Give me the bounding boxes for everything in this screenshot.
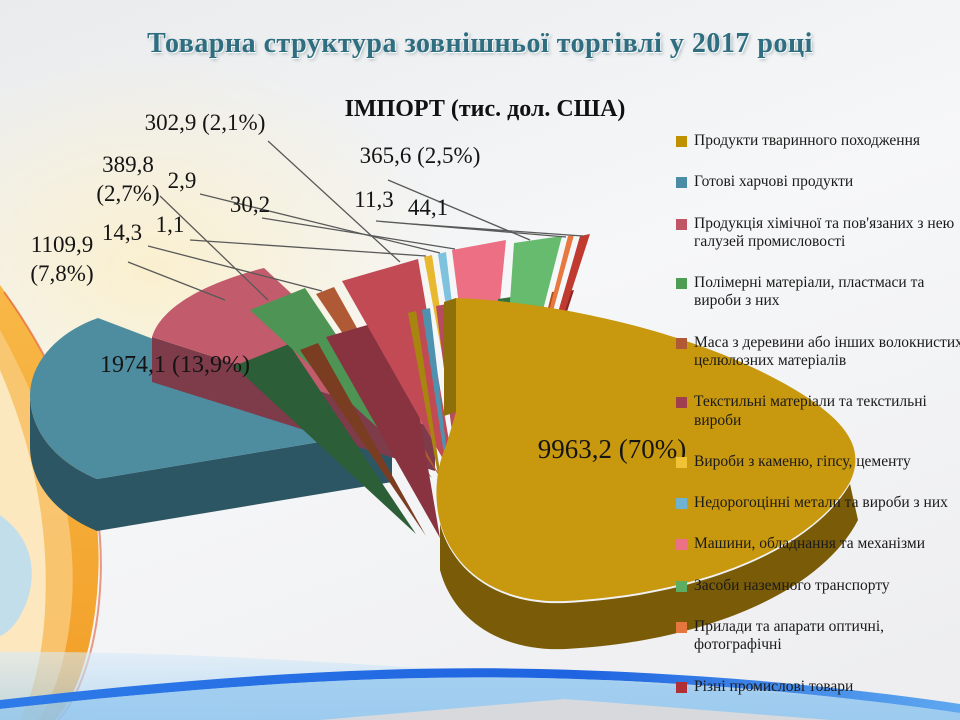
pie-slice-0-edge (444, 298, 456, 416)
label-leader-line (261, 217, 456, 250)
legend-item: Готові харчові продукти (676, 173, 960, 191)
chart-legend: Продукти тваринного походження Готові хар… (676, 132, 960, 719)
pie-data-label: 14,3 (102, 220, 142, 245)
legend-marker (676, 136, 687, 147)
pie-slice-3-side (234, 344, 416, 534)
legend-label: Машини, обладнання та механізми (694, 535, 925, 553)
legend-marker (676, 337, 687, 349)
legend-item: Маса з деревини або інших волокнистих це… (676, 334, 960, 371)
legend-label: Засоби наземного транспорту (694, 576, 890, 594)
label-leader-line (267, 140, 401, 263)
legend-item: Прилади та апарати оптичні, фотографічні (676, 618, 960, 655)
pie-data-label: 1974,1 (13,9%) (100, 352, 250, 378)
pie-data-label: 2,9 (168, 168, 197, 193)
pie-data-label: 30,2 (230, 192, 270, 217)
legend-marker (676, 456, 687, 468)
legend-label: Готові харчові продукти (694, 173, 854, 191)
pie-data-label: 389,8 (2,7%) (96, 152, 159, 206)
label-leader-line (375, 220, 567, 238)
legend-marker (676, 397, 687, 409)
gray-wedge (320, 699, 830, 720)
label-leader-line (147, 245, 323, 292)
legend-item: Недорогоцінні метали та вироби з них (676, 494, 960, 512)
pie-data-label: 44,1 (408, 195, 448, 220)
pie-data-label: 365,6 (2,5%) (360, 143, 481, 168)
slide-title: Товарна структура зовнішньої торгівлі у … (147, 28, 813, 59)
label-leader-line (199, 193, 441, 254)
pie-slice-0-wall (440, 484, 858, 650)
pie-slice-4-side (300, 343, 426, 536)
legend-item: Вироби з каменю, гіпсу, цементу (676, 453, 960, 471)
legend-item: Текстильні матеріали та текстильні вироб… (676, 393, 960, 430)
legend-label: Продукція хімічної та пов'язаних з нею г… (694, 214, 955, 250)
legend-label: Різні промислові товари (694, 677, 854, 695)
legend-item: Продукти тваринного походження (676, 132, 960, 150)
chart-title: ІМПОРТ (тис. дол. США) (344, 96, 626, 122)
legend-item: Полімерні матеріали, пластмаси та вироби… (676, 274, 960, 311)
blue-wave-stripe (0, 668, 960, 713)
pie-data-label: 1,1 (156, 212, 185, 237)
legend-marker (676, 218, 687, 230)
pie-data-label: 1109,9 (7,8%) (30, 232, 93, 286)
legend-label: Текстильні матеріали та текстильні вироб… (694, 393, 927, 429)
legend-label: Недорогоцінні метали та вироби з них (694, 494, 948, 512)
blue-wave-under (0, 677, 960, 720)
legend-item: Різні промислові товари (676, 678, 960, 696)
legend-marker (676, 539, 687, 551)
pie-slice-0-top (436, 298, 856, 602)
legend-label: Прилади та апарати оптичні, фотографічні (694, 617, 885, 654)
pie-data-label: 9963,2 (70%) (538, 434, 686, 464)
pie-data-label: 302,9 (2,1%) (145, 110, 266, 135)
legend-label: Продукти тваринного походження (694, 132, 921, 149)
legend-marker (676, 177, 687, 189)
legend-marker (676, 621, 687, 633)
pie-data-label: 11,3 (354, 187, 393, 212)
legend-marker (676, 498, 687, 510)
legend-marker (676, 580, 687, 592)
legend-item: Машини, обладнання та механізми (676, 535, 960, 553)
legend-item: Продукція хімічної та пов'язаних з нею г… (676, 215, 960, 252)
label-leader-line (189, 239, 427, 257)
legend-marker (676, 278, 687, 290)
label-leader-line (127, 261, 226, 301)
legend-item: Засоби наземного транспорту (676, 577, 960, 595)
legend-label: Маса з деревини або інших волокнистих це… (694, 333, 960, 369)
legend-label: Полімерні матеріали, пластмаси та вироби… (694, 274, 925, 310)
label-leader-line (411, 223, 584, 237)
blue-patch (0, 515, 32, 636)
legend-marker (676, 681, 687, 693)
pie-slice-1-wall (30, 396, 392, 531)
legend-label: Вироби з каменю, гіпсу, цементу (694, 452, 911, 470)
label-leader-line (159, 195, 269, 301)
